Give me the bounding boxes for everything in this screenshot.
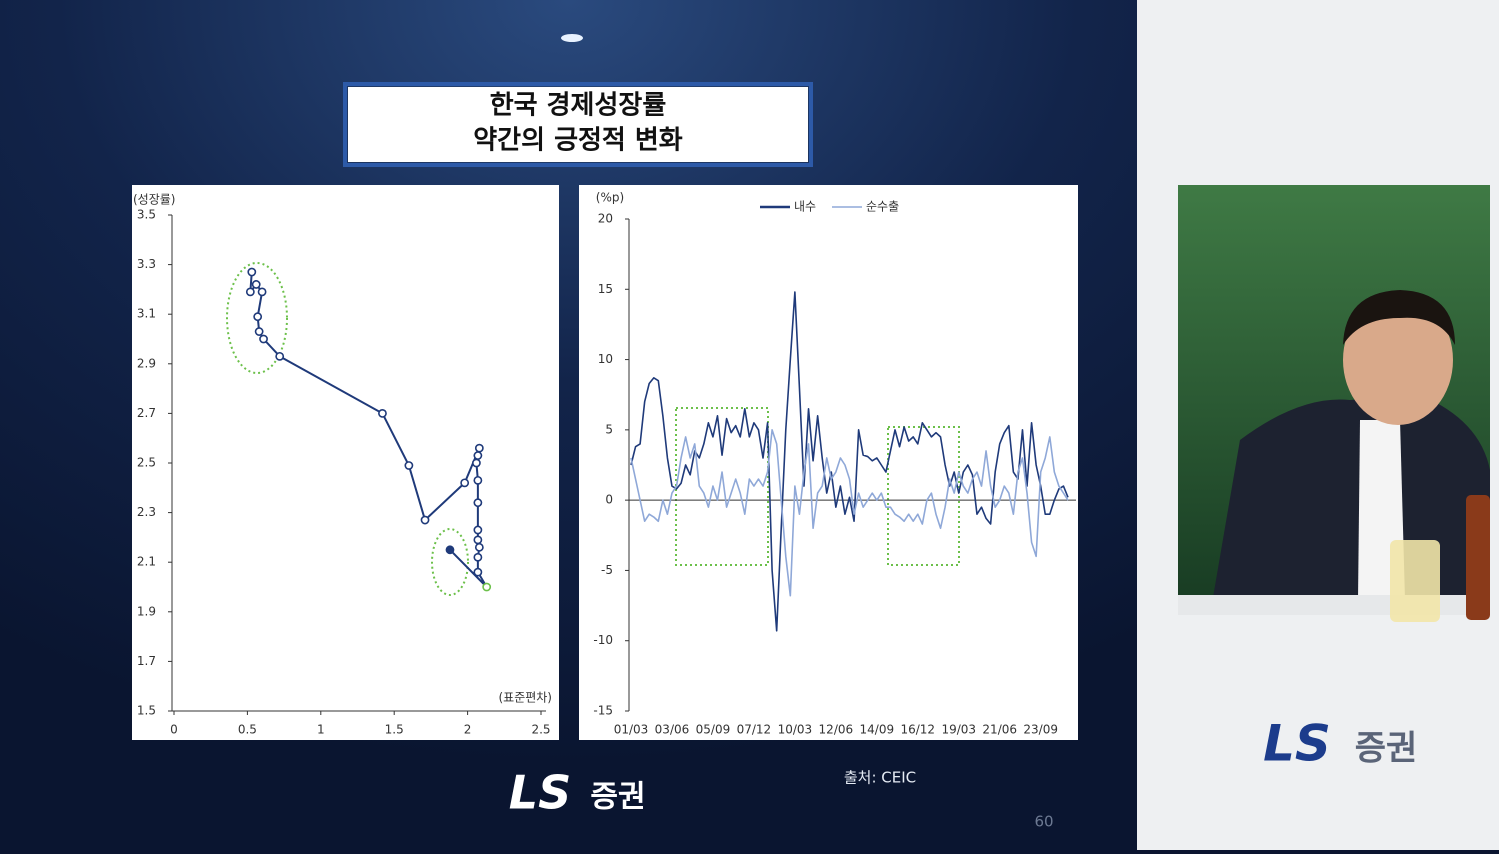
point xyxy=(460,478,470,488)
title-glow xyxy=(343,82,813,167)
point xyxy=(473,535,483,545)
y-tick-label: 2.9 xyxy=(137,356,156,370)
x-tick-label: 0.5 xyxy=(238,723,257,737)
point xyxy=(474,542,484,552)
y-axis-label: (%p) xyxy=(596,191,624,205)
page-number: 60 xyxy=(1034,813,1053,831)
x-tick-label: 1.5 xyxy=(385,723,404,737)
y-tick-label: 2.3 xyxy=(137,505,156,519)
x-tick-label: 05/09 xyxy=(696,723,731,737)
highlight-box xyxy=(887,426,960,566)
point xyxy=(474,443,484,453)
point xyxy=(420,515,430,525)
y-tick-label: 0 xyxy=(605,493,613,507)
point xyxy=(473,525,483,535)
y-tick-label: 2.1 xyxy=(137,555,156,569)
x-tick-label: 14/09 xyxy=(860,723,895,737)
y-tick-label: 3.3 xyxy=(137,257,156,271)
spotlight xyxy=(561,34,583,42)
y-tick-label: 1.5 xyxy=(137,704,156,718)
x-tick-label: 19/03 xyxy=(941,723,976,737)
legend-label: 순수출 xyxy=(866,200,899,214)
logo: LS xyxy=(509,766,571,820)
x-tick-label: 0 xyxy=(170,723,178,737)
slide-title: 약간의 긍정적 변화 xyxy=(473,126,683,156)
y-tick-label: 20 xyxy=(598,212,613,226)
y-tick-label: -10 xyxy=(593,633,613,647)
chart-panel xyxy=(132,185,559,740)
point xyxy=(473,451,483,460)
y-tick-label: 2.7 xyxy=(137,406,156,420)
point xyxy=(251,280,261,289)
point xyxy=(473,475,483,485)
y-tick-label: 2.5 xyxy=(137,456,156,470)
y-axis-label: (성장률) xyxy=(133,193,175,207)
point xyxy=(473,552,483,562)
point xyxy=(445,545,455,555)
y-tick-label: 3.1 xyxy=(137,307,156,321)
desk xyxy=(1178,595,1490,615)
x-tick-label: 16/12 xyxy=(900,723,935,737)
x-tick-label: 21/06 xyxy=(982,723,1017,737)
bottle xyxy=(1466,495,1490,620)
y-tick-label: 15 xyxy=(598,282,613,296)
logo-suffix: 증권 xyxy=(590,780,645,815)
y-tick-label: 3.5 xyxy=(137,208,156,222)
x-tick-label: 03/06 xyxy=(655,723,690,737)
title-box xyxy=(348,87,808,162)
series-line xyxy=(630,429,1069,597)
person-hair xyxy=(1343,290,1455,345)
point xyxy=(275,351,285,361)
y-tick-label: 1.7 xyxy=(137,654,156,668)
x-tick-label: 07/12 xyxy=(737,723,772,737)
point xyxy=(247,267,257,277)
highlight-ellipse xyxy=(431,528,469,596)
slide-title: 한국 경제성장률 xyxy=(490,91,667,121)
highlight-ellipse xyxy=(226,262,288,374)
point xyxy=(245,287,255,297)
highlight-box xyxy=(675,407,769,566)
y-tick-label: 10 xyxy=(598,352,613,366)
point xyxy=(473,498,483,508)
x-tick-label: 01/03 xyxy=(614,723,649,737)
x-tick-label: 10/03 xyxy=(778,723,813,737)
point xyxy=(257,287,267,297)
x-tick-label: 1 xyxy=(317,723,325,737)
y-tick-label: 1.9 xyxy=(137,604,156,618)
point xyxy=(482,582,492,592)
x-tick-label: 12/06 xyxy=(819,723,854,737)
point xyxy=(253,312,263,322)
x-tick-label: 2.5 xyxy=(531,723,550,737)
series-line xyxy=(630,291,1069,632)
x-tick-label: 2 xyxy=(464,723,472,737)
logo-suffix: 증권 xyxy=(1355,729,1418,769)
point xyxy=(472,458,481,468)
y-tick-label: -15 xyxy=(593,704,613,718)
y-tick-label: 5 xyxy=(605,422,613,436)
point xyxy=(404,461,414,470)
point xyxy=(259,334,268,344)
legend-label: 내수 xyxy=(794,200,816,214)
point xyxy=(254,327,264,336)
point xyxy=(473,567,483,577)
y-tick-label: -5 xyxy=(601,563,613,577)
person-head xyxy=(1343,295,1453,425)
logo: LS xyxy=(1263,715,1331,773)
x-axis-label: (표준편차) xyxy=(498,691,552,705)
source: 출처: CEIC xyxy=(844,769,916,787)
point xyxy=(378,408,387,418)
cup xyxy=(1390,540,1440,622)
x-tick-label: 23/09 xyxy=(1023,723,1058,737)
